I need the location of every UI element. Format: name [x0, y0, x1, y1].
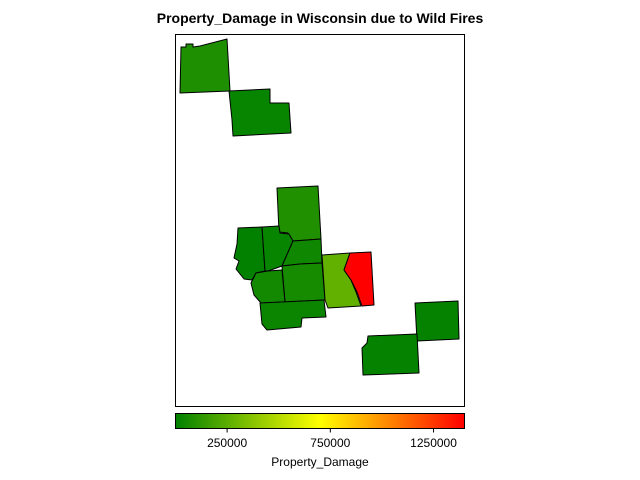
county-central-north[interactable] — [276, 185, 322, 242]
legend-colorbar — [175, 413, 465, 429]
county-central-southwest[interactable] — [250, 269, 286, 304]
legend-tick-label: 1250000 — [410, 436, 457, 450]
county-southeast-upper[interactable] — [414, 300, 460, 342]
county-nw-upper[interactable] — [179, 38, 231, 94]
county-central-center[interactable] — [281, 262, 326, 303]
county-southeast-lower[interactable] — [361, 333, 420, 376]
legend-ticks — [226, 428, 435, 433]
legend-tick-label: 250000 — [207, 436, 248, 450]
map-title: Property_Damage in Wisconsin due to Wild… — [156, 10, 484, 26]
legend-tick-label: 750000 — [310, 436, 351, 450]
county-layer — [179, 38, 460, 376]
county-east-red[interactable] — [343, 251, 375, 307]
county-nw-lower[interactable] — [228, 88, 292, 137]
county-central-south[interactable] — [259, 299, 327, 331]
legend-title: Property_Damage — [271, 455, 369, 469]
